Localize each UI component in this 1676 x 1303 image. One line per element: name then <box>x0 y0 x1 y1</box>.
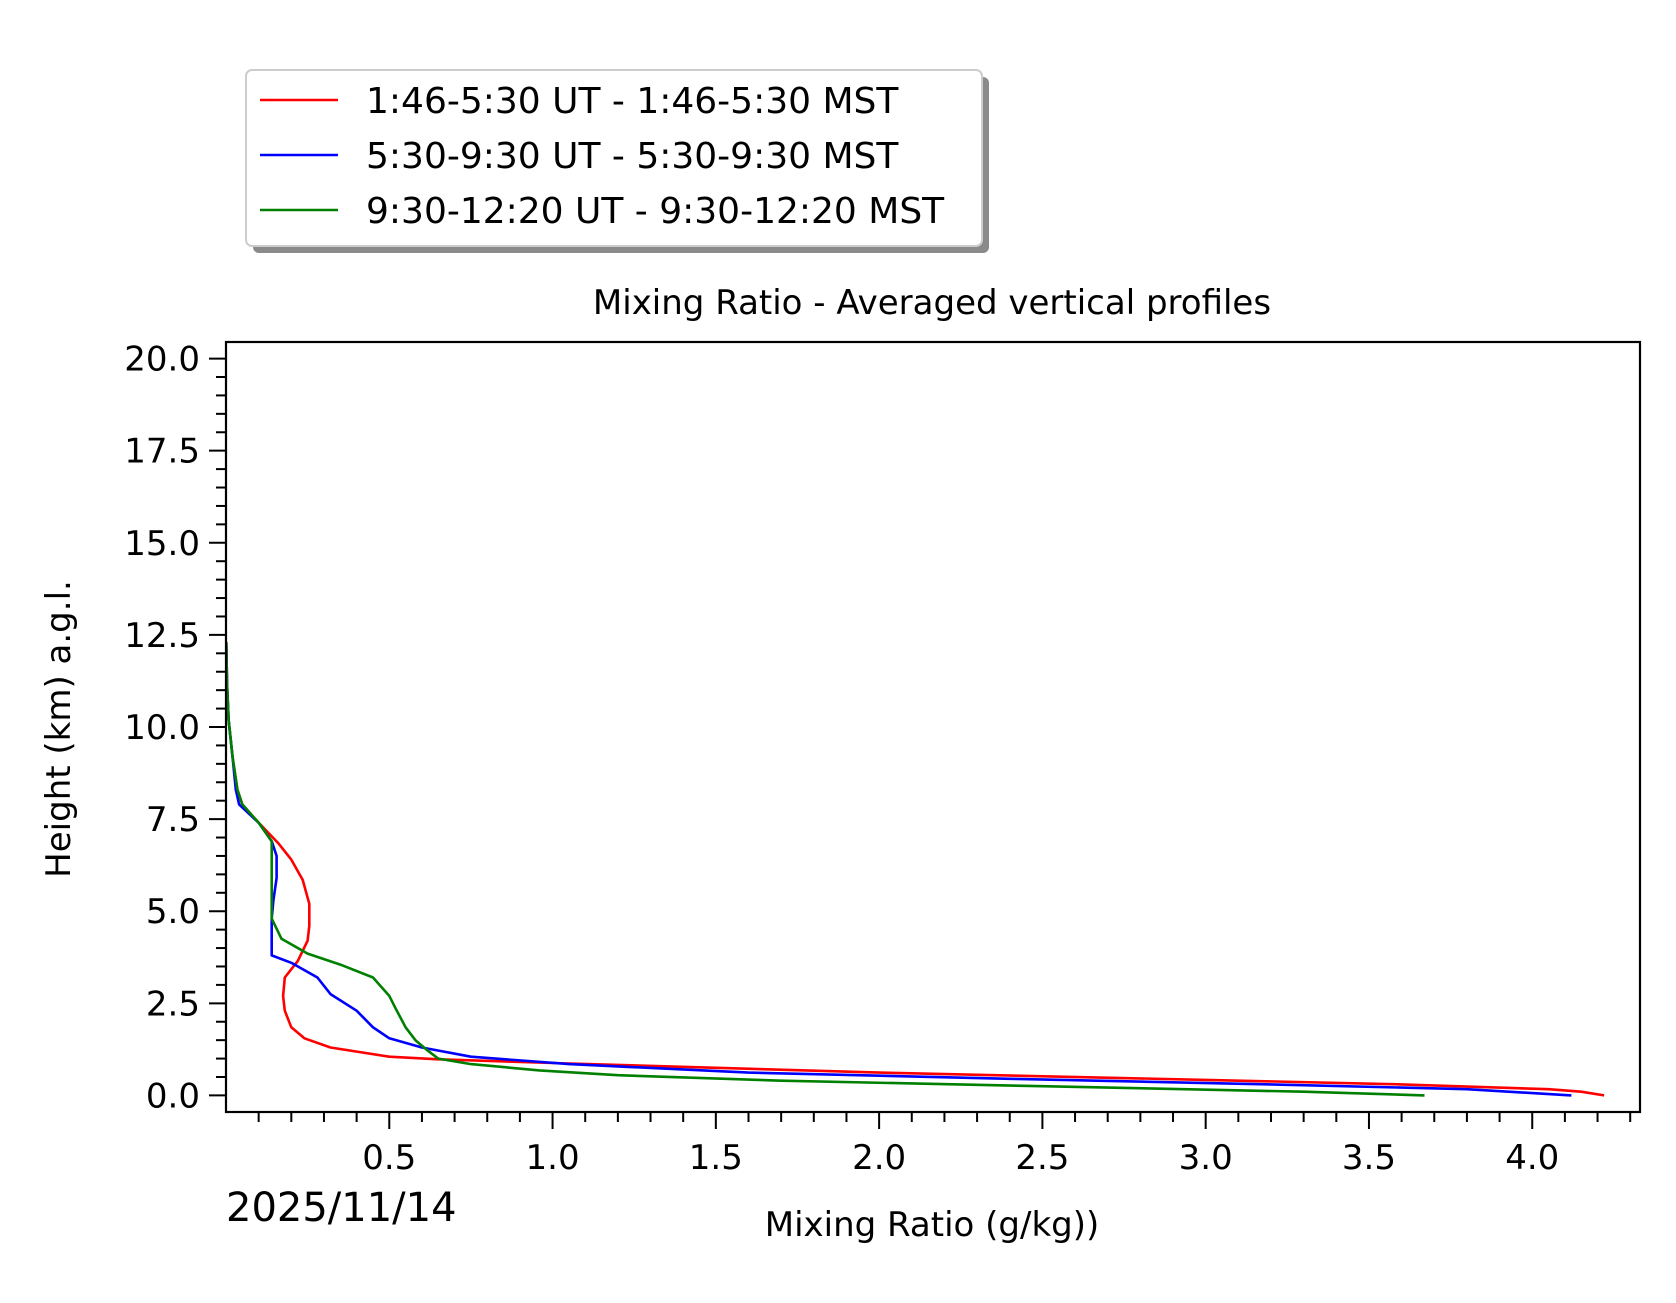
series-line-1 <box>226 642 1605 1097</box>
y-tick-label: 7.5 <box>146 800 200 840</box>
y-tick-label: 12.5 <box>124 616 200 656</box>
y-tick-label: 5.0 <box>146 892 200 932</box>
y-tick-label: 10.0 <box>124 708 200 748</box>
y-axis-label: Height (km) a.g.l. <box>39 580 79 878</box>
x-tick-label: 3.0 <box>1179 1138 1233 1178</box>
y-tick-label: 0.0 <box>146 1076 200 1116</box>
plot-area <box>224 340 1642 1114</box>
y-tick-label: 17.5 <box>124 432 200 472</box>
plot-frame <box>224 340 1642 1114</box>
series-lines <box>226 642 1605 1097</box>
x-tick-label: 1.5 <box>689 1138 743 1178</box>
y-tick-label: 2.5 <box>146 984 200 1024</box>
date-label: 2025/11/14 <box>226 1185 457 1231</box>
x-axis: 0.5 1.0 1.5 2.0 2.5 3.0 3.5 4.0 <box>257 1112 1632 1178</box>
x-tick-label: 4.0 <box>1505 1138 1559 1178</box>
x-axis-label: Mixing Ratio (g/kg)) <box>765 1205 1100 1245</box>
series-line-3 <box>226 642 1425 1097</box>
legend-label-3: 9:30-12:20 UT - 9:30-12:20 MST <box>366 191 945 232</box>
y-tick-label: 15.0 <box>124 524 200 564</box>
x-tick-label: 1.0 <box>526 1138 580 1178</box>
legend-label-2: 5:30-9:30 UT - 5:30-9:30 MST <box>366 136 899 177</box>
legend-box <box>245 69 983 247</box>
series-line-2 <box>226 642 1572 1097</box>
x-tick-label: 3.5 <box>1342 1138 1396 1178</box>
y-axis: 0.0 2.5 5.0 7.5 10.0 12.5 15.0 17.5 20.0 <box>124 340 226 1116</box>
x-tick-label: 0.5 <box>362 1138 416 1178</box>
x-tick-label: 2.0 <box>852 1138 906 1178</box>
chart-title: Mixing Ratio - Averaged vertical profile… <box>593 283 1271 323</box>
x-tick-label: 2.5 <box>1015 1138 1069 1178</box>
legend-label-1: 1:46-5:30 UT - 1:46-5:30 MST <box>366 81 899 122</box>
y-tick-label: 20.0 <box>124 340 200 380</box>
legend: 1:46-5:30 UT - 1:46-5:30 MST 5:30-9:30 UT… <box>245 69 989 253</box>
